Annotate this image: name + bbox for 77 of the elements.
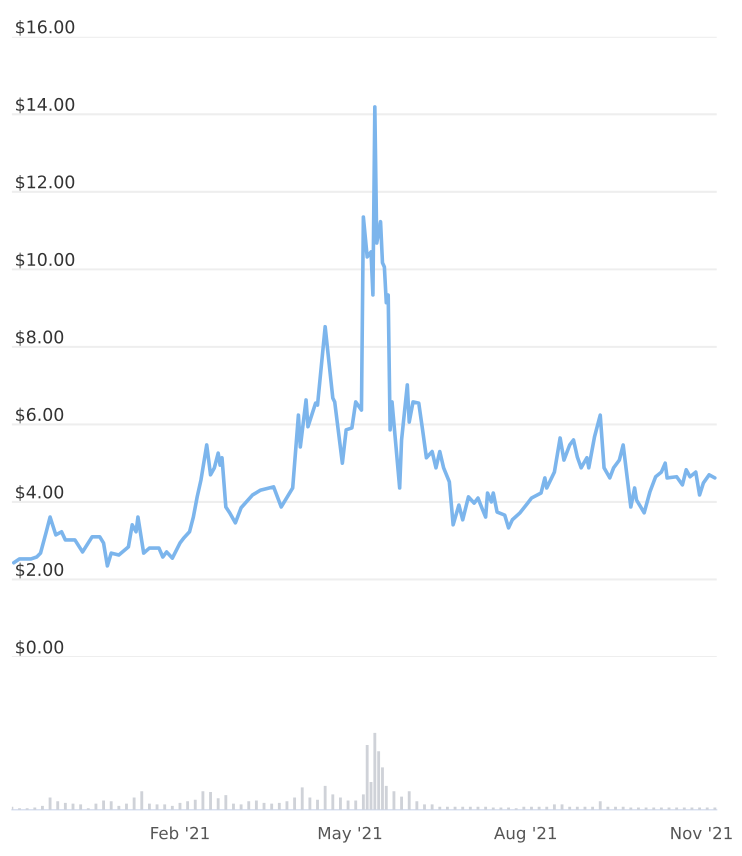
bar (392, 791, 396, 810)
bar (576, 806, 579, 810)
bar (476, 806, 480, 810)
bar (186, 801, 190, 810)
x-tick-label: Nov '21 (671, 826, 732, 840)
x-tick-label: Aug '21 (494, 826, 556, 843)
bar (209, 792, 212, 810)
bar (400, 796, 404, 810)
bar (373, 732, 376, 810)
bar (507, 807, 510, 810)
y-tick-label: $6.00 (16, 408, 64, 424)
bar (614, 806, 617, 810)
bar (156, 804, 158, 810)
bar (454, 806, 456, 810)
y-tick-label: $10.00 (16, 252, 74, 268)
bar (552, 804, 556, 810)
bar (102, 800, 105, 810)
bar (606, 806, 610, 810)
bar (79, 804, 82, 810)
bar (117, 806, 120, 810)
bar (423, 804, 426, 810)
bar (690, 807, 694, 810)
bar (522, 806, 526, 810)
x-tick-label: May '21 (318, 826, 382, 843)
bar (232, 804, 235, 810)
bar (72, 804, 74, 810)
bar (584, 806, 586, 810)
bar (622, 806, 625, 810)
bar (339, 797, 342, 810)
bar (316, 800, 319, 810)
bar (12, 806, 14, 810)
y-tick-label: $12.00 (16, 175, 74, 191)
bar (324, 786, 327, 810)
bar (178, 802, 182, 810)
bar (286, 801, 288, 810)
bar (468, 806, 472, 810)
bar (64, 802, 67, 810)
bar (224, 795, 228, 810)
bar (148, 804, 151, 810)
bar (675, 807, 678, 810)
bar (698, 807, 702, 810)
bar (240, 804, 243, 810)
bar (125, 804, 128, 810)
bar (538, 806, 541, 810)
bar (530, 806, 533, 810)
y-tick-label: $16.00 (16, 20, 74, 36)
y-tick-label: $8.00 (16, 330, 64, 346)
bar (560, 804, 564, 810)
bar (668, 807, 670, 810)
bar (346, 800, 350, 810)
bar (484, 806, 488, 810)
bar (637, 807, 640, 810)
bar (94, 804, 98, 810)
bar (48, 797, 52, 810)
bar (499, 807, 502, 810)
bar (270, 804, 274, 810)
bar (430, 804, 434, 810)
bar (446, 806, 449, 810)
bar (254, 800, 258, 810)
y-tick-label: $2.00 (16, 562, 64, 578)
bar (568, 806, 572, 810)
bar (201, 791, 204, 810)
bar (293, 797, 296, 810)
bar (170, 806, 174, 810)
bar (591, 806, 594, 810)
bar (713, 807, 716, 810)
bar (41, 806, 44, 810)
y-tick-label: $14.00 (16, 98, 74, 114)
y-tick-label: $0.00 (16, 640, 64, 656)
bar (308, 797, 312, 810)
bar (644, 807, 648, 810)
bar (415, 801, 418, 810)
bar (132, 797, 136, 810)
x-tick-label: Feb '21 (151, 826, 209, 840)
bar (262, 802, 266, 810)
bar (660, 807, 663, 810)
y-tick-label: $4.00 (16, 485, 64, 501)
